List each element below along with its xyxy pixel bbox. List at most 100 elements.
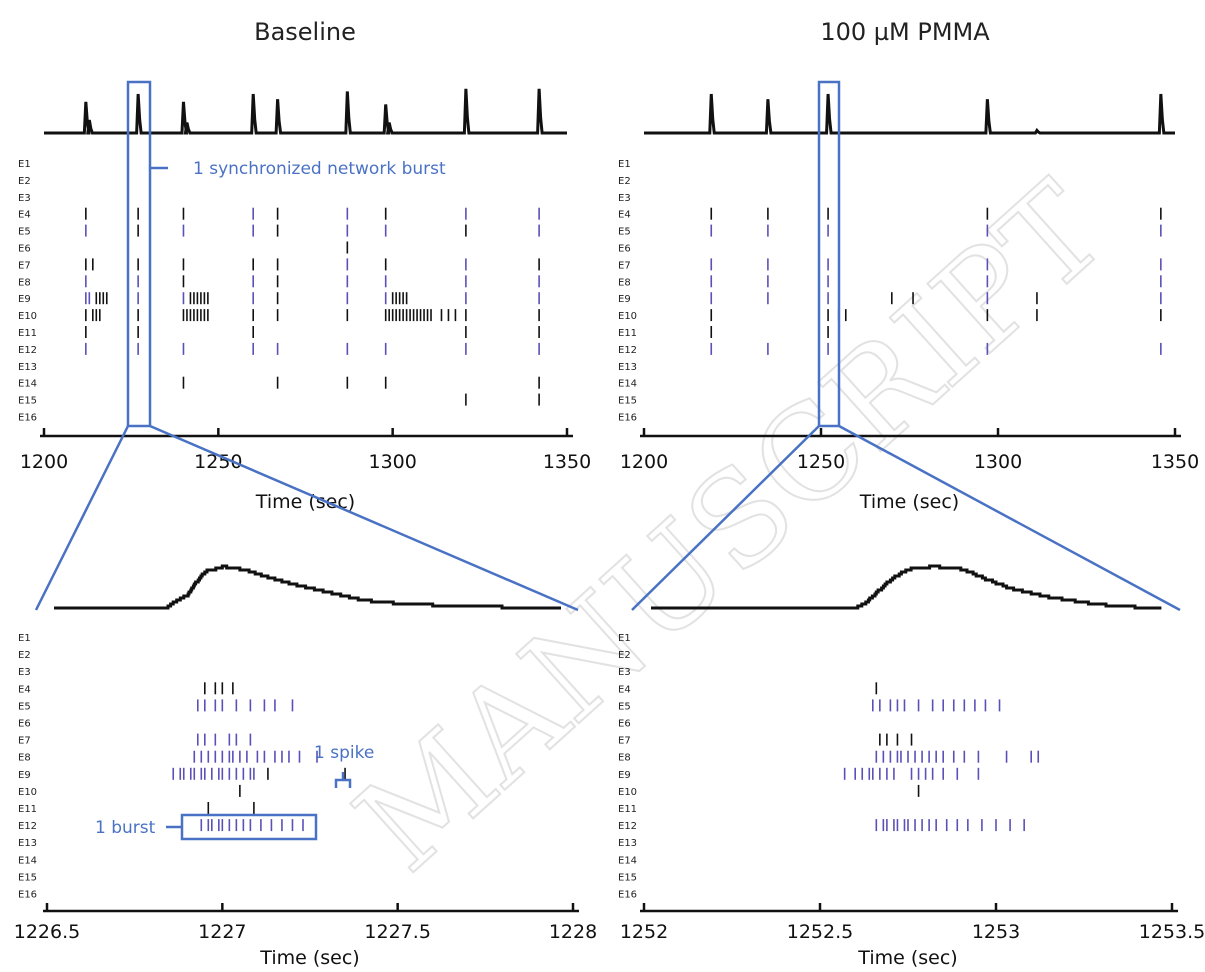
channel-label-e8: E8: [18, 277, 31, 288]
network-burst-highlight-box: [126, 80, 152, 428]
x-axis-label: Time (sec): [857, 947, 957, 969]
zoom-guide-left-a: [34, 425, 130, 611]
x-tick-label: 1228: [549, 921, 597, 943]
baseline-overview-panel: E1 E2 E3 E4 E5 E6 E7 E8 E9 E10 E11 E12 E13 E14 E15 E16 1…: [18, 88, 591, 513]
channel-label-e12: E12: [18, 345, 37, 356]
channel-label-e16: E16: [18, 890, 37, 901]
channel-label-e7: E7: [18, 736, 31, 747]
channel-label-e12: E12: [18, 821, 37, 832]
activity-trace: [644, 93, 1175, 135]
baseline-zoom-panel: E1 E2 E3 E4 E5 E6 E7 E8 E9 E10 E11 E12 E13 E14 E15 E16 1…: [14, 564, 597, 969]
channel-label-e16: E16: [618, 890, 637, 901]
channel-label-e3: E3: [618, 193, 631, 204]
zoom-guides: [34, 80, 1181, 841]
channel-label-e14: E14: [618, 379, 637, 390]
x-axis-label: Time (sec): [255, 491, 355, 513]
spike-label: 1 spike: [314, 743, 374, 763]
channel-label-e6: E6: [618, 719, 631, 730]
x-tick-label: 1227.5: [364, 921, 430, 943]
channel-label-e15: E15: [18, 872, 37, 883]
channel-label-e13: E13: [618, 362, 637, 373]
channel-label-e14: E14: [18, 379, 37, 390]
zoom-guide-left-b: [149, 424, 579, 612]
x-tick-label: 1350: [1151, 451, 1199, 473]
channel-label-e9: E9: [618, 770, 631, 781]
x-tick-label: 1250: [797, 451, 845, 473]
channel-label-e13: E13: [618, 838, 637, 849]
x-tick-label: 1253.5: [1139, 921, 1205, 943]
x-tick-label: 1253: [972, 921, 1020, 943]
zoom-guide-right-b: [838, 424, 1181, 612]
x-tick-label: 1226.5: [14, 921, 80, 943]
x-tick-label: 1350: [543, 451, 591, 473]
channel-label-e6: E6: [618, 244, 631, 255]
channel-label-e4: E4: [618, 210, 631, 221]
channel-label-e5: E5: [618, 701, 631, 712]
channel-label-e12: E12: [618, 821, 637, 832]
channel-label-e16: E16: [618, 413, 637, 424]
pmma-title: 100 µM PMMA: [820, 18, 990, 46]
pmma-burst-highlight-box: [817, 80, 841, 428]
x-tick-label: 1250: [194, 451, 242, 473]
channel-label-e4: E4: [618, 684, 631, 695]
channel-label-e11: E11: [18, 328, 37, 339]
spike-bracket: [334, 772, 352, 788]
channel-label-e1: E1: [18, 633, 31, 644]
channel-label-e2: E2: [618, 650, 631, 661]
channel-label-e10: E10: [18, 311, 37, 322]
x-tick-label: 1300: [974, 451, 1022, 473]
channel-label-e7: E7: [618, 260, 631, 271]
channel-label-e7: E7: [18, 260, 31, 271]
x-tick-label: 1252: [620, 921, 668, 943]
channel-label-e11: E11: [618, 804, 637, 815]
channel-label-e5: E5: [618, 227, 631, 238]
channel-label-e1: E1: [18, 159, 31, 170]
channel-label-e8: E8: [18, 753, 31, 764]
channel-label-e10: E10: [18, 787, 37, 798]
channel-label-e13: E13: [18, 362, 37, 373]
channel-label-e2: E2: [18, 176, 31, 187]
channel-label-e10: E10: [618, 311, 637, 322]
burst-label: 1 burst: [95, 818, 156, 838]
x-tick-label: 1252.5: [787, 921, 853, 943]
channel-label-e1: E1: [618, 633, 631, 644]
network-burst-label: 1 synchronized network burst: [193, 159, 446, 179]
channel-label-e12: E12: [618, 345, 637, 356]
x-axis-label: Time (sec): [259, 947, 359, 969]
watermark-text: MANUSCRIPT: [329, 155, 1133, 900]
channel-label-e9: E9: [18, 770, 31, 781]
channel-label-e9: E9: [618, 294, 631, 305]
x-tick-label: 1200: [620, 451, 668, 473]
x-axis-label: Time (sec): [859, 491, 959, 513]
channel-label-e6: E6: [18, 719, 31, 730]
zoom-guide-right-a: [631, 425, 820, 611]
channel-label-e8: E8: [618, 277, 631, 288]
channel-label-e3: E3: [18, 193, 31, 204]
channel-label-e3: E3: [18, 667, 31, 678]
channel-label-e16: E16: [18, 413, 37, 424]
pmma-overview-panel: E1 E2 E3 E4 E5 E6 E7 E8 E9 E10 E11 E12 E13 E14 E15 E16 1…: [618, 93, 1199, 513]
activity-trace: [54, 564, 561, 610]
x-tick-label: 1300: [368, 451, 416, 473]
channel-label-e9: E9: [18, 294, 31, 305]
channel-label-e4: E4: [18, 684, 31, 695]
channel-label-e5: E5: [18, 227, 31, 238]
x-tick-label: 1227: [198, 921, 246, 943]
channel-label-e1: E1: [618, 159, 631, 170]
channel-label-e6: E6: [18, 244, 31, 255]
channel-label-e3: E3: [618, 667, 631, 678]
baseline-title: Baseline: [254, 18, 356, 46]
channel-label-e10: E10: [618, 787, 637, 798]
channel-label-e4: E4: [18, 210, 31, 221]
activity-trace: [651, 564, 1162, 610]
channel-label-e14: E14: [618, 855, 637, 866]
pmma-zoom-panel: E1 E2 E3 E4 E5 E6 E7 E8 E9 E10 E11 E12 E13 E14 E15 E16 1…: [618, 564, 1205, 969]
channel-label-e8: E8: [618, 753, 631, 764]
burst-highlight-box: [180, 813, 318, 841]
channel-label-e5: E5: [18, 701, 31, 712]
channel-label-e15: E15: [618, 396, 637, 407]
channel-label-e15: E15: [618, 872, 637, 883]
channel-label-e13: E13: [18, 838, 37, 849]
x-tick-label: 1200: [20, 451, 68, 473]
